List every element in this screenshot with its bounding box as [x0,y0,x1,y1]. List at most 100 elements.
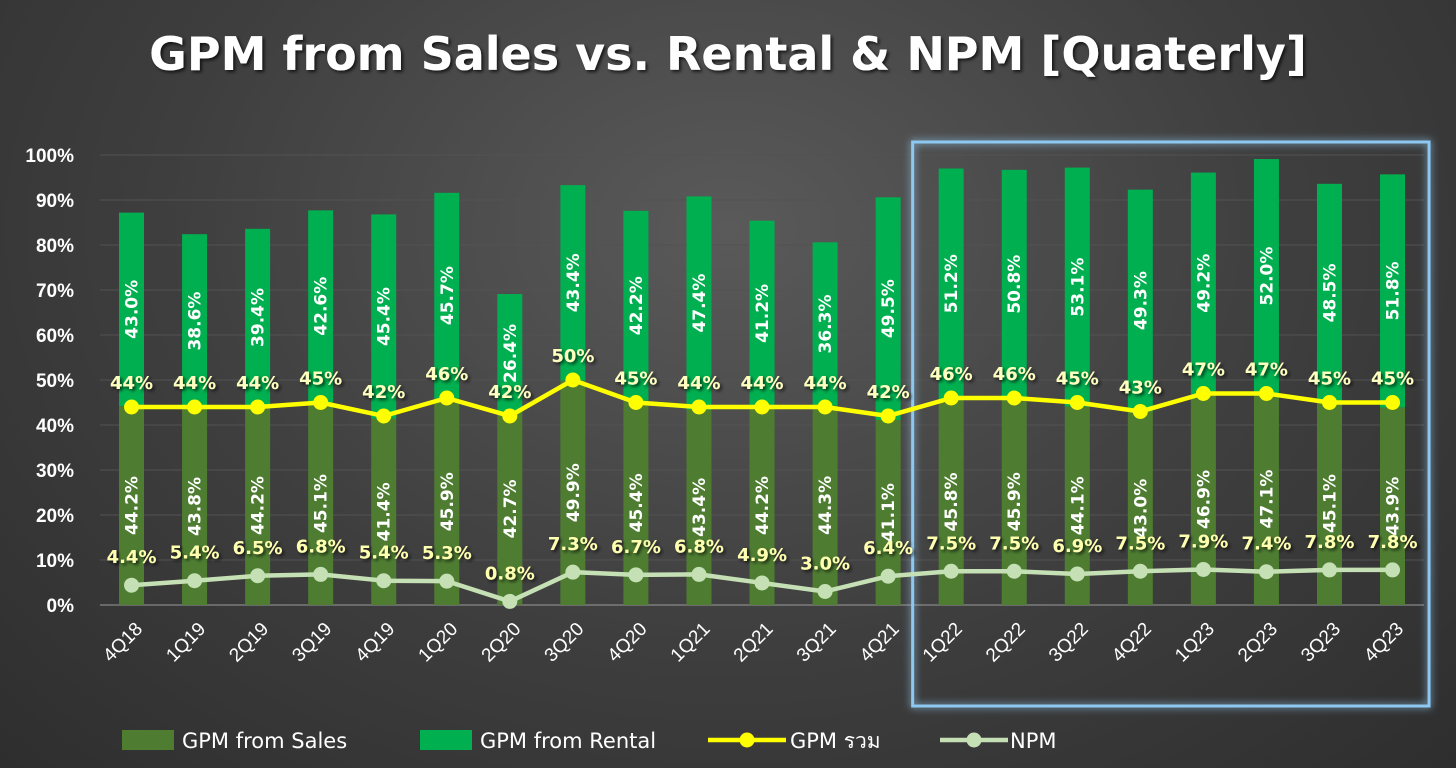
bar-sales [119,406,145,605]
bar-label-rental: 43.4% [564,253,584,312]
npm-label: 5.3% [422,543,472,564]
y-tick-label: 10% [36,551,74,572]
bar-rental [497,294,523,413]
gpm-total-label: 44% [740,373,783,394]
npm-label: 6.5% [233,538,283,559]
bar-label-sales: 44.2% [123,476,143,535]
npm-point [628,567,644,583]
bar-label-sales: 44.3% [816,476,836,535]
x-tick-label: 3Q20 [541,619,589,667]
bar-label-sales: 47.1% [1257,470,1277,529]
npm-label: 6.8% [296,536,346,557]
bar-label-rental: 51.2% [942,254,962,313]
legend-swatch-sales [122,730,174,750]
x-tick-label: 2Q20 [478,619,526,667]
legend-label-sales: GPM from Sales [182,729,347,753]
gpm-total-point [376,408,392,424]
gpm-total-point [1132,404,1148,419]
bar-label-sales: 41.4% [375,482,395,541]
data-labels: 44.2% 43.0% 43.8% 38.6% 44.2% 39.4% 45.1% 42.6%… [107,247,1418,585]
gpm-total-label: 45% [1371,369,1414,390]
npm-label: 7.8% [1368,532,1418,553]
npm-point [1321,562,1337,578]
bar-label-rental: 51.8% [1384,261,1404,320]
bar-label-rental: 42.6% [312,277,332,336]
bar-label-rental: 53.1% [1068,258,1088,317]
npm-label: 0.8% [485,563,535,584]
gpm-total-point [1321,395,1337,410]
npm-point [754,575,770,591]
x-tick-label: 2Q22 [982,619,1030,667]
gpm-total-label: 42% [488,382,531,403]
bar-label-sales: 46.9% [1194,470,1214,529]
bar-label-rental: 26.4% [501,324,521,383]
gpm-total-label: 45% [614,369,657,390]
bar-label-rental: 48.5% [1320,263,1340,322]
npm-point [1195,561,1211,577]
npm-label: 5.4% [359,543,409,564]
gpm-total-point [1195,386,1211,401]
npm-point [439,573,455,589]
bar-label-sales: 41.1% [879,483,899,542]
legend-swatch-rental [420,730,472,750]
gpm-total-point [754,399,770,415]
gpm-total-label: 42% [362,382,405,403]
bar-label-sales: 43.4% [690,478,710,537]
bar-rental [434,192,460,399]
npm-point [880,568,896,584]
bar-label-sales: 45.8% [942,472,962,531]
bar-label-rental: 49.5% [879,279,899,338]
bar-rental [812,242,838,406]
npm-point [124,577,140,593]
gpm-total-point [817,399,833,415]
x-tick-label: 1Q22 [919,619,967,667]
gpm-total-point [313,395,329,410]
bar-label-sales: 45.4% [627,473,647,532]
bar-sales [182,407,208,605]
y-tick-label: 0% [47,596,75,617]
bar-label-sales: 44.2% [249,476,269,535]
highlight-rect [911,140,1431,708]
bars [119,159,1406,605]
bar-rental [560,185,586,381]
bar-label-sales: 44.1% [1068,476,1088,535]
x-tick-label: 3Q21 [793,619,841,667]
gpm-total-label: 47% [1182,360,1225,381]
bar-label-sales: 49.9% [564,463,584,522]
x-tick-label: 1Q21 [667,619,715,667]
npm-point [1385,562,1401,578]
npm-point [1069,566,1085,582]
gpm-total-point [943,390,959,406]
bar-rental [1190,172,1216,394]
bar-sales [749,406,775,605]
bar-label-sales: 44.2% [753,476,773,535]
npm-label: 4.4% [107,547,157,568]
npm-label: 7.5% [989,533,1039,554]
x-tick-label: 2Q21 [730,619,778,667]
bar-label-rental: 52.0% [1257,247,1277,306]
y-tick-label: 20% [36,506,74,527]
gpm-total-label: 46% [425,364,468,385]
bar-label-sales: 45.9% [438,472,458,531]
gpm-total-label: 46% [930,364,973,385]
x-tick-label: 4Q22 [1108,619,1156,667]
y-tick-label: 80% [36,236,74,257]
gpm-total-label: 44% [173,373,216,394]
x-tick-label: 3Q23 [1297,619,1345,667]
bar-rental [623,210,649,401]
gpm-total-label: 50% [551,346,594,367]
gpm-total-label: 47% [1245,360,1288,381]
lines [124,372,1401,609]
npm-label: 3.0% [800,554,850,575]
npm-label: 6.8% [674,536,724,557]
bar-sales [812,405,838,605]
x-tick-label: 2Q23 [1234,619,1282,667]
y-tick-label: 30% [36,461,74,482]
bar-label-rental: 38.6% [186,292,206,351]
highlight-box [911,140,1431,708]
gpm-total-label: 44% [677,373,720,394]
npm-point [691,566,707,582]
bar-rental [1380,174,1406,408]
gpm-total-point [124,399,140,415]
gpm-total-label: 45% [1056,369,1099,390]
